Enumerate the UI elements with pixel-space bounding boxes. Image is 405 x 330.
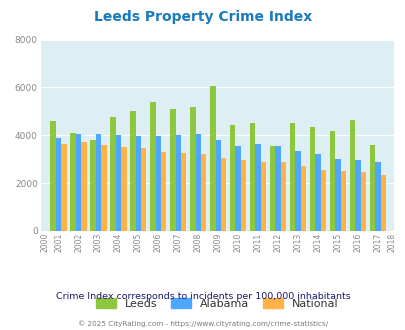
Bar <box>56 138 61 231</box>
Bar <box>210 86 215 231</box>
Bar <box>369 145 374 231</box>
Bar <box>249 123 255 231</box>
Bar <box>335 159 340 231</box>
Bar <box>150 102 155 231</box>
Bar <box>294 151 300 231</box>
Bar <box>61 144 66 231</box>
Bar <box>141 148 146 231</box>
Bar <box>115 135 121 231</box>
Bar <box>110 117 115 231</box>
Legend: Leeds, Alabama, National: Leeds, Alabama, National <box>92 294 342 314</box>
Bar <box>300 166 305 231</box>
Text: Leeds Property Crime Index: Leeds Property Crime Index <box>94 10 311 24</box>
Bar <box>76 134 81 231</box>
Bar <box>215 140 220 231</box>
Bar <box>320 170 325 231</box>
Bar <box>90 140 96 231</box>
Text: © 2025 CityRating.com - https://www.cityrating.com/crime-statistics/: © 2025 CityRating.com - https://www.city… <box>78 320 327 327</box>
Bar <box>255 144 260 231</box>
Bar <box>260 162 266 231</box>
Bar <box>175 135 181 231</box>
Bar <box>275 146 280 231</box>
Bar <box>235 146 240 231</box>
Bar <box>50 121 56 231</box>
Bar <box>374 162 379 231</box>
Bar <box>354 160 360 231</box>
Bar <box>101 145 106 231</box>
Bar <box>181 153 186 231</box>
Bar <box>121 147 126 231</box>
Bar <box>135 137 141 231</box>
Bar <box>240 160 246 231</box>
Bar <box>289 123 294 231</box>
Bar <box>155 137 161 231</box>
Bar <box>309 127 315 231</box>
Bar <box>130 112 135 231</box>
Bar <box>200 154 206 231</box>
Bar <box>81 143 86 231</box>
Bar <box>220 158 226 231</box>
Bar <box>360 172 365 231</box>
Bar <box>269 146 275 231</box>
Bar <box>230 124 235 231</box>
Bar <box>170 109 175 231</box>
Bar <box>280 162 286 231</box>
Bar <box>379 175 385 231</box>
Bar <box>190 107 195 231</box>
Bar <box>340 171 345 231</box>
Text: Crime Index corresponds to incidents per 100,000 inhabitants: Crime Index corresponds to incidents per… <box>55 292 350 301</box>
Bar <box>70 133 76 231</box>
Bar <box>161 152 166 231</box>
Bar <box>96 134 101 231</box>
Bar <box>329 130 335 231</box>
Bar <box>315 154 320 231</box>
Bar <box>349 120 354 231</box>
Bar <box>195 134 200 231</box>
